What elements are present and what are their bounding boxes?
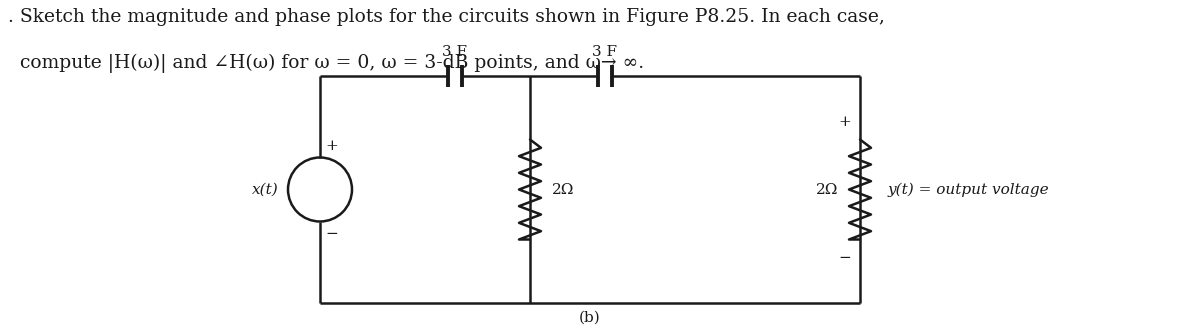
Text: −: −	[325, 226, 338, 241]
Text: +: +	[839, 115, 851, 128]
Text: compute |H(ω)| and ∠H(ω) for ω = 0, ω = 3-dB points, and ω→ ∞.: compute |H(ω)| and ∠H(ω) for ω = 0, ω = …	[8, 54, 644, 73]
Text: 3 F: 3 F	[593, 45, 618, 59]
Text: −: −	[839, 251, 851, 264]
Text: (b): (b)	[580, 311, 601, 325]
Text: 3 F: 3 F	[443, 45, 468, 59]
Text: 2Ω: 2Ω	[552, 182, 575, 197]
Text: x(t): x(t)	[252, 182, 278, 197]
Text: . Sketch the magnitude and phase plots for the circuits shown in Figure P8.25. I: . Sketch the magnitude and phase plots f…	[8, 8, 884, 26]
Text: +: +	[325, 138, 338, 153]
Text: 2Ω: 2Ω	[816, 182, 838, 197]
Text: y(t) = output voltage: y(t) = output voltage	[888, 182, 1050, 197]
